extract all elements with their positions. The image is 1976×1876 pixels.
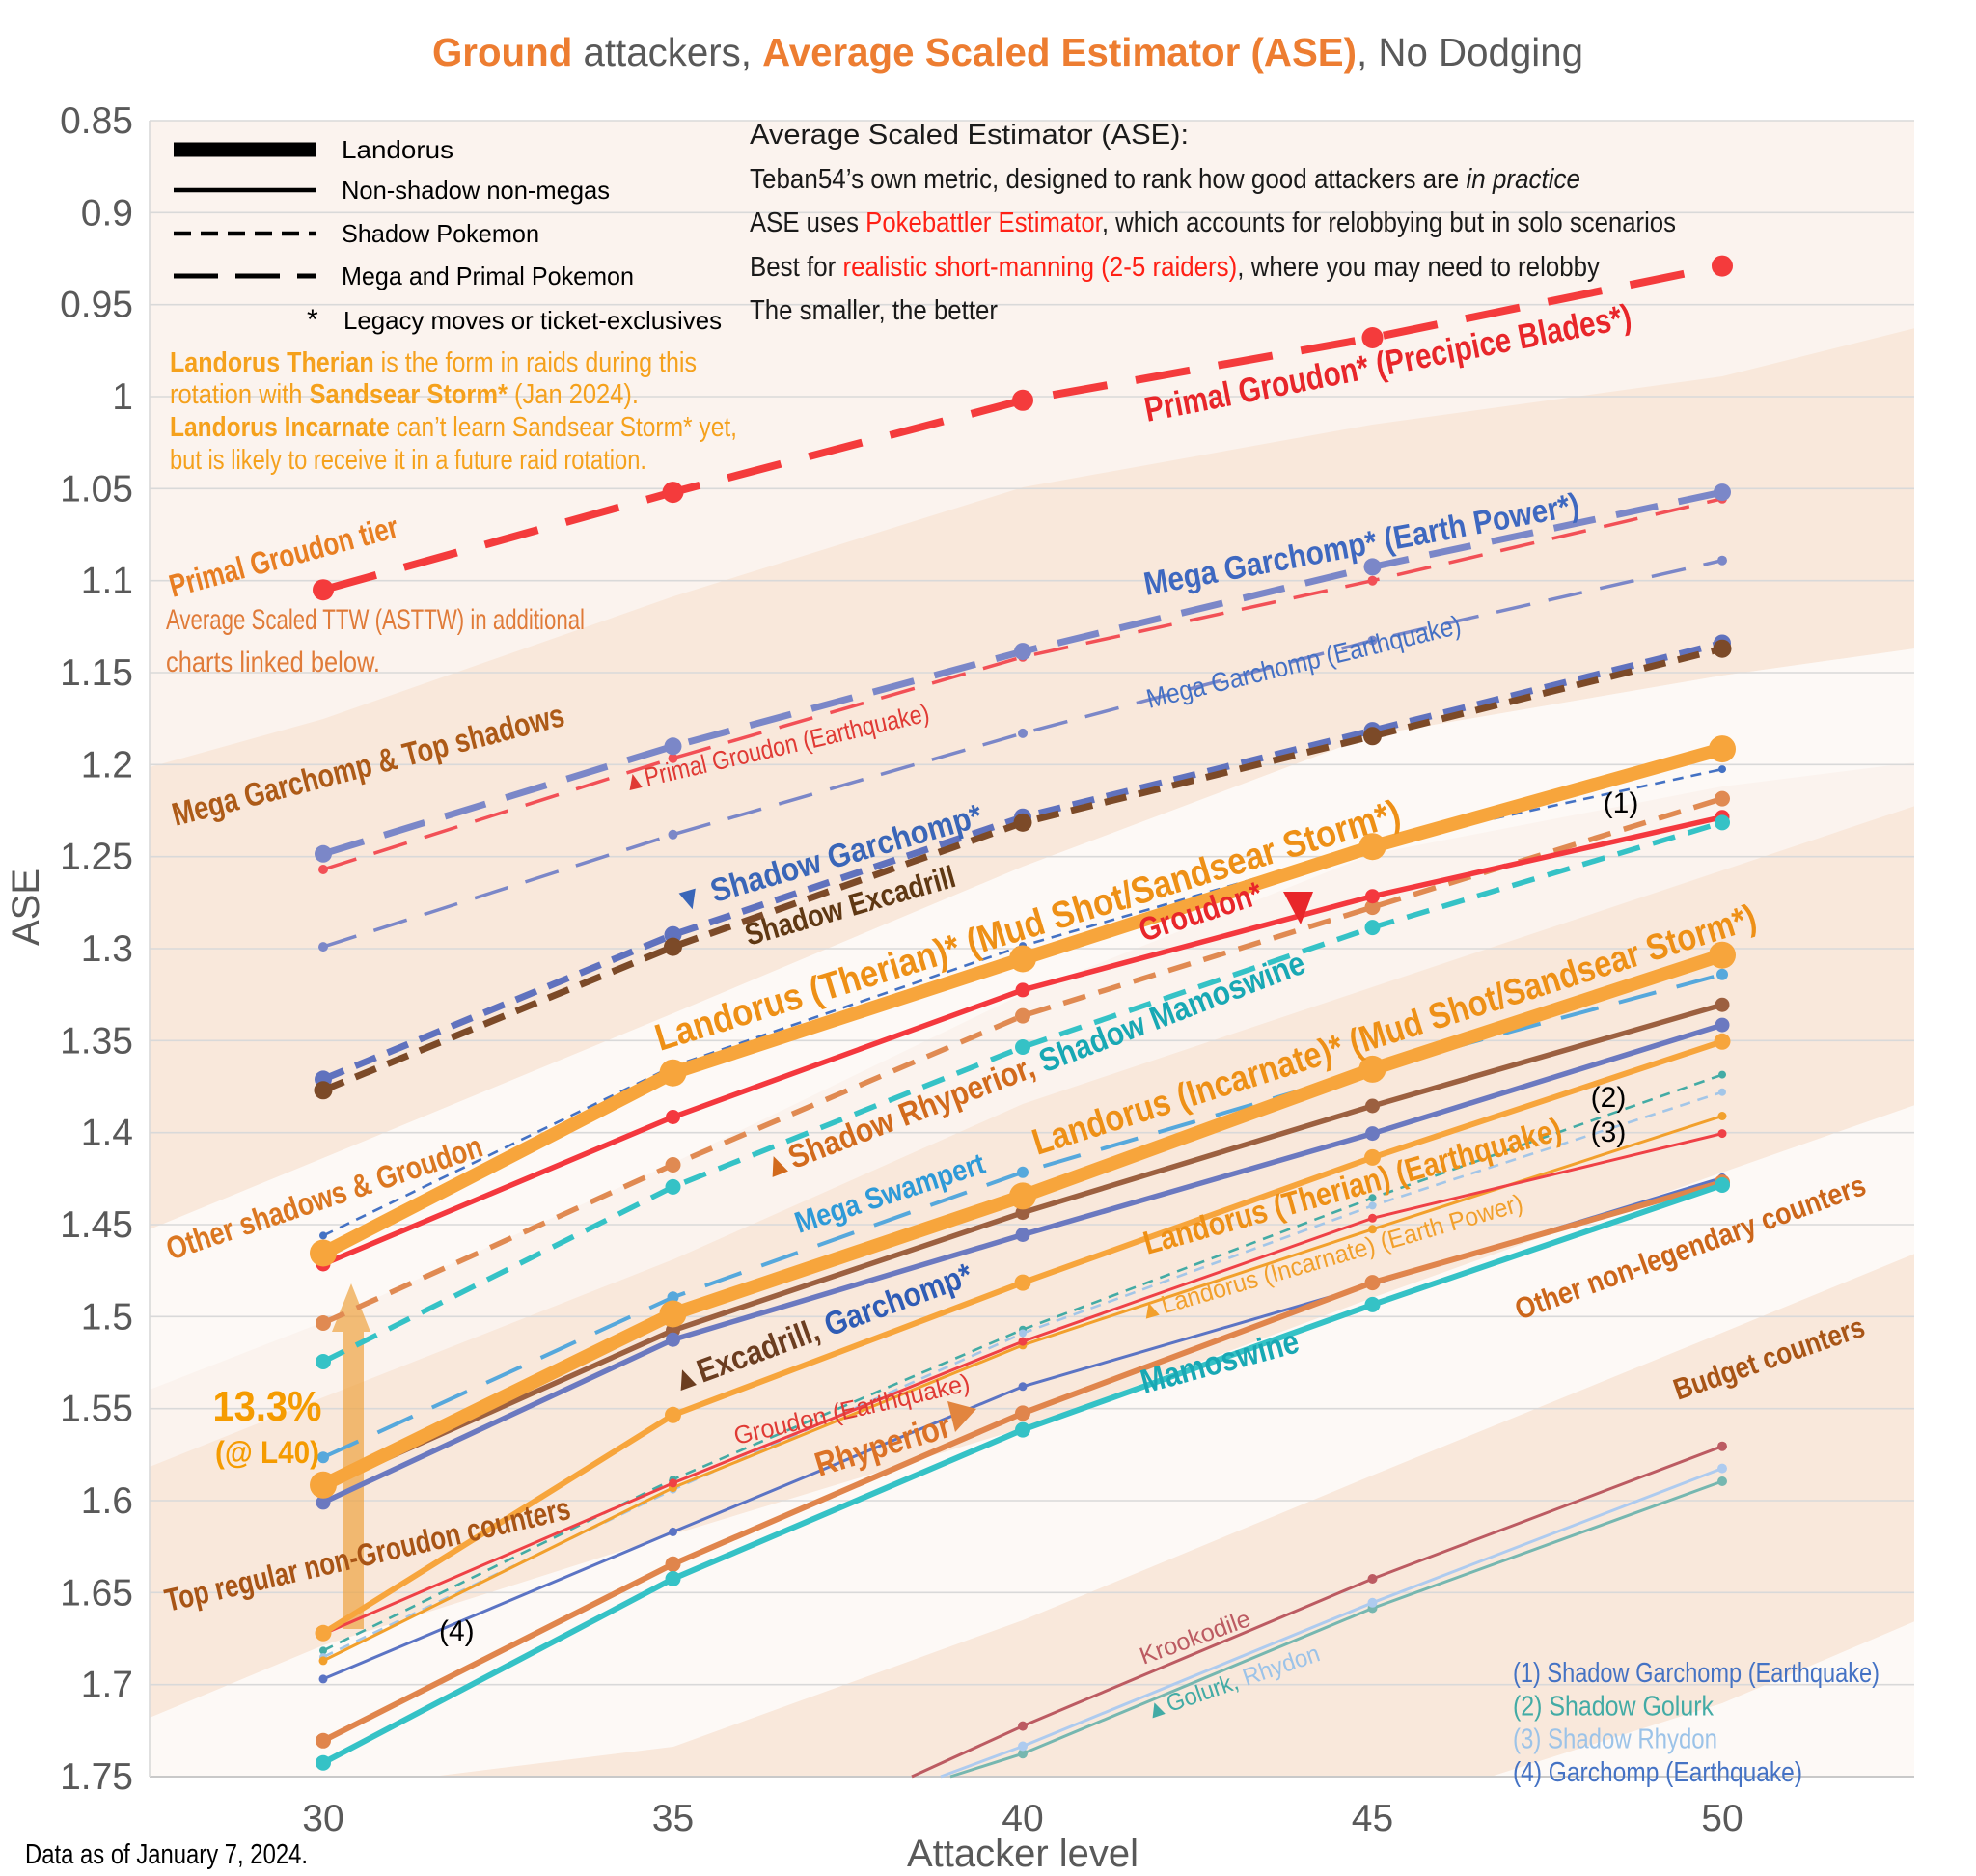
svg-text:Non-shadow non-megas: Non-shadow non-megas (342, 176, 610, 205)
svg-text:(2) Shadow Golurk: (2) Shadow Golurk (1513, 1691, 1714, 1722)
svg-text:Mega and Primal Pokemon: Mega and Primal Pokemon (342, 262, 634, 290)
svg-text:35: 35 (652, 1798, 694, 1839)
svg-text:0.95: 0.95 (60, 285, 133, 326)
svg-text:1.45: 1.45 (60, 1204, 133, 1246)
svg-text:but is likely to receive it in: but is likely to receive it in a future … (170, 445, 646, 476)
svg-text:1.4: 1.4 (81, 1113, 133, 1154)
svg-text:*: * (307, 304, 318, 336)
svg-text:Legacy moves or ticket-exclusi: Legacy moves or ticket-exclusives (343, 306, 722, 335)
svg-text:Ground attackers, Average Scal: Ground attackers, Average Scaled Estimat… (432, 30, 1583, 74)
svg-text:(2): (2) (1591, 1082, 1627, 1114)
svg-text:1.7: 1.7 (81, 1665, 133, 1706)
svg-text:Average Scaled Estimator (ASE): Average Scaled Estimator (ASE): (750, 120, 1189, 151)
svg-text:charts linked below.: charts linked below. (166, 647, 380, 678)
svg-text:Landorus: Landorus (342, 135, 453, 164)
svg-text:0.9: 0.9 (81, 192, 133, 234)
svg-text:50: 50 (1701, 1798, 1743, 1839)
svg-text:1.3: 1.3 (81, 928, 133, 970)
svg-text:(1): (1) (1604, 787, 1639, 819)
svg-text:1.25: 1.25 (60, 837, 133, 878)
svg-text:1.1: 1.1 (81, 561, 133, 602)
svg-text:ASE uses Pokebattler Estimator: ASE uses Pokebattler Estimator, which ac… (750, 207, 1676, 238)
svg-text:1.75: 1.75 (60, 1756, 133, 1798)
svg-text:(3) Shadow Rhydon: (3) Shadow Rhydon (1513, 1724, 1717, 1755)
svg-text:1.2: 1.2 (81, 744, 133, 786)
svg-text:Attacker level: Attacker level (907, 1833, 1139, 1875)
svg-text:(1) Shadow Garchomp (Earthquak: (1) Shadow Garchomp (Earthquake) (1513, 1658, 1880, 1689)
svg-text:Shadow Pokemon: Shadow Pokemon (342, 219, 539, 248)
svg-text:1.05: 1.05 (60, 468, 133, 510)
svg-text:The smaller, the better: The smaller, the better (750, 295, 998, 326)
svg-text:ASE: ASE (5, 869, 47, 946)
svg-text:0.85: 0.85 (60, 100, 133, 142)
svg-text:1.15: 1.15 (60, 652, 133, 694)
svg-text:1: 1 (112, 376, 133, 418)
svg-text:Landorus Therian is the form i: Landorus Therian is the form in raids du… (170, 347, 697, 378)
svg-text:(3): (3) (1591, 1117, 1627, 1148)
svg-text:1.65: 1.65 (60, 1572, 133, 1614)
svg-text:40: 40 (1002, 1798, 1043, 1839)
svg-text:rotation with Sandsear Storm*: rotation with Sandsear Storm* (Jan 2024)… (170, 379, 639, 410)
svg-text:Best for realistic short-manni: Best for realistic short-manning (2-5 ra… (750, 252, 1600, 283)
svg-text:30: 30 (302, 1798, 343, 1839)
svg-text:Average Scaled TTW (ASTTW) in: Average Scaled TTW (ASTTW) in additional (166, 604, 585, 636)
svg-text:(4): (4) (439, 1615, 475, 1647)
svg-text:(4) Garchomp (Earthquake): (4) Garchomp (Earthquake) (1513, 1757, 1802, 1788)
svg-text:Data as of January 7, 2024.: Data as of January 7, 2024. (25, 1839, 308, 1870)
svg-text:13.3%: 13.3% (213, 1383, 322, 1430)
svg-text:1.6: 1.6 (81, 1480, 133, 1522)
svg-text:Landorus Incarnate can’t learn: Landorus Incarnate can’t learn Sandsear … (170, 412, 737, 443)
svg-text:1.35: 1.35 (60, 1020, 133, 1062)
svg-text:1.5: 1.5 (81, 1296, 133, 1338)
svg-text:Teban54’s own metric, designed: Teban54’s own metric, designed to rank h… (750, 164, 1580, 195)
svg-text:1.55: 1.55 (60, 1389, 133, 1430)
svg-text:45: 45 (1352, 1798, 1393, 1839)
svg-text:(@ L40): (@ L40) (215, 1435, 319, 1470)
